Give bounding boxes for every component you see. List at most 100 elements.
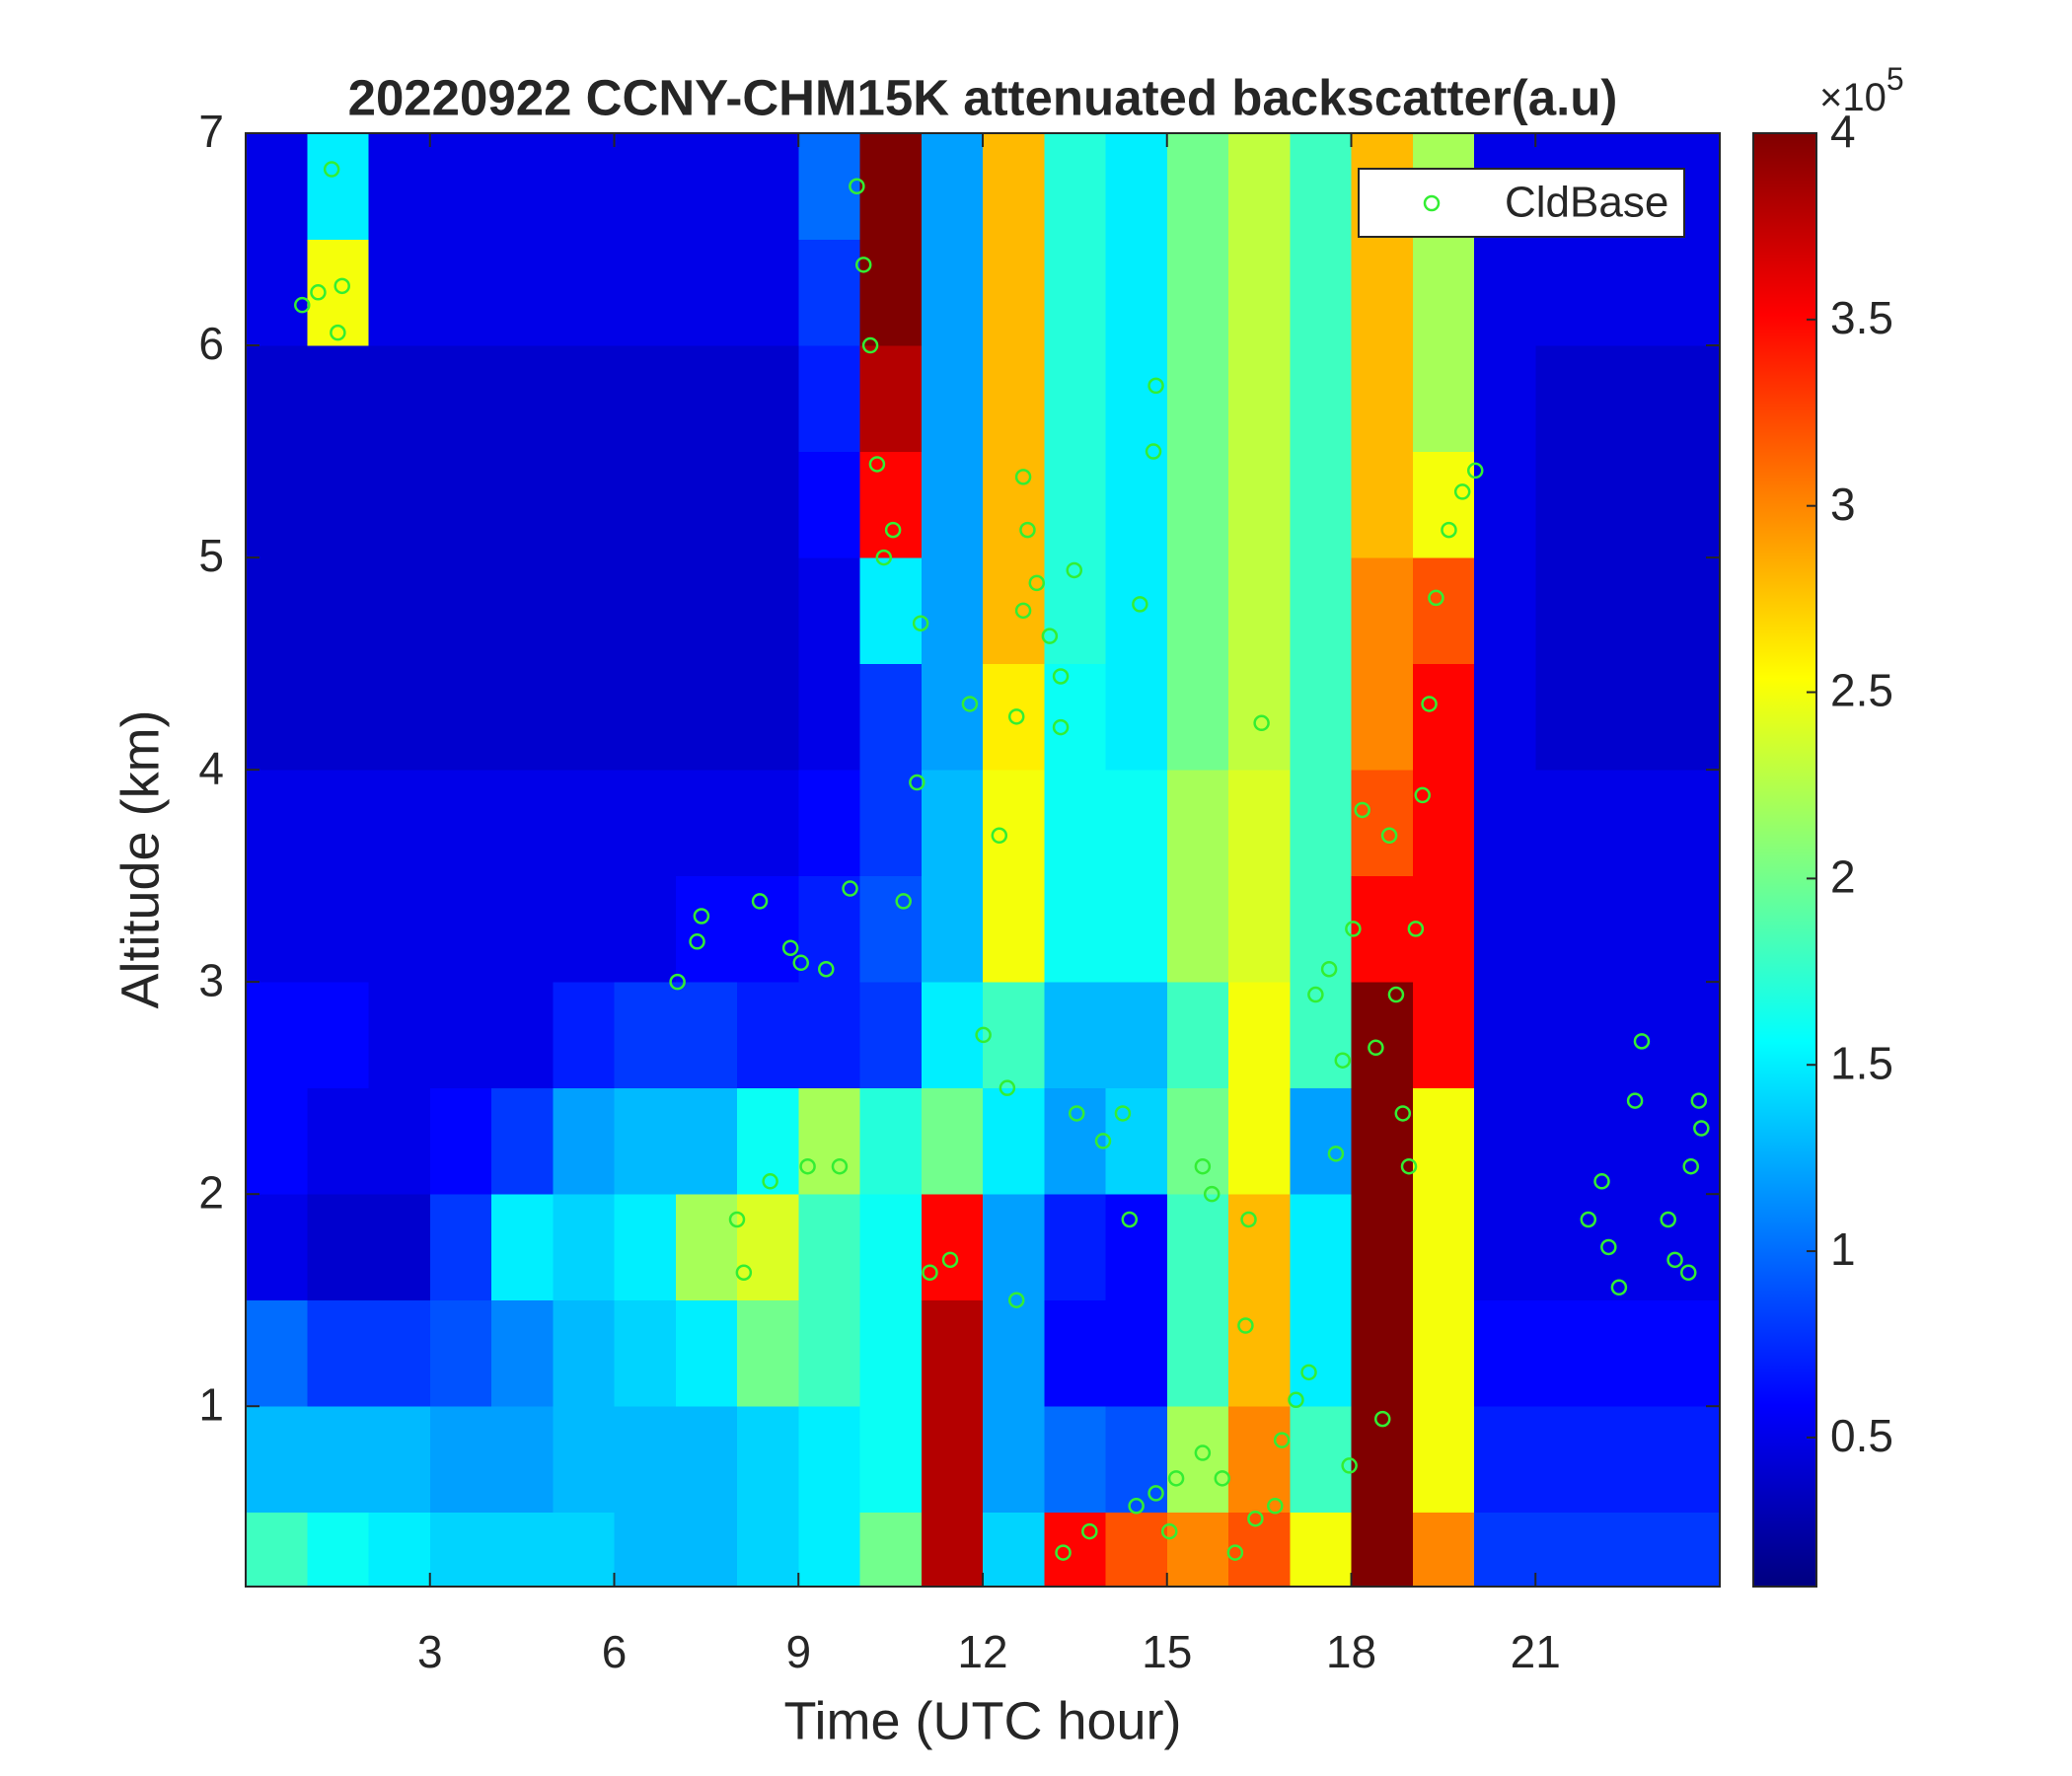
- heatmap-cell: [1044, 1406, 1106, 1514]
- heatmap-cell: [798, 239, 860, 346]
- heatmap-cell: [737, 663, 799, 771]
- heatmap-cell: [1596, 451, 1660, 558]
- heatmap-cell: [246, 770, 308, 877]
- x-axis-label: Time (UTC hour): [783, 1691, 1181, 1750]
- heatmap-cell: [614, 1299, 677, 1407]
- heatmap-cell: [368, 239, 431, 346]
- heatmap-cell: [983, 1406, 1045, 1514]
- y-tick-label: 7: [198, 106, 224, 157]
- heatmap-cell: [491, 133, 554, 241]
- heatmap-cell: [1412, 982, 1475, 1089]
- heatmap-cell: [737, 239, 799, 346]
- cloud-base-point: [909, 774, 925, 791]
- heatmap-cell: [983, 770, 1045, 877]
- y-tick-label: 2: [198, 1166, 224, 1218]
- heatmap-cell: [307, 982, 369, 1089]
- heatmap-cell: [798, 451, 860, 558]
- heatmap-cell: [921, 1512, 984, 1587]
- y-axis-label: Altitude (km): [111, 709, 170, 1008]
- cloud-base-point: [1307, 986, 1324, 1003]
- heatmap-cell: [614, 1406, 677, 1514]
- colorbar-multiplier: ×105: [1819, 61, 1904, 118]
- heatmap-cell: [1596, 1194, 1660, 1301]
- heatmap-cell: [1290, 1406, 1352, 1514]
- heatmap-cell: [921, 345, 984, 453]
- heatmap-cell: [1044, 1299, 1106, 1407]
- heatmap-cell: [675, 982, 738, 1089]
- heatmap-cell: [429, 1512, 492, 1587]
- cloud-base-point: [1373, 1410, 1391, 1428]
- heatmap-cell: [1658, 1406, 1720, 1514]
- heatmap-cell: [246, 239, 308, 346]
- heatmap-cell: [368, 875, 431, 983]
- heatmap-cell: [921, 1406, 984, 1514]
- heatmap-cell: [1412, 1512, 1475, 1587]
- heatmap-cell: [1596, 770, 1660, 877]
- heatmap-cell: [1474, 557, 1536, 665]
- heatmap-cell: [246, 875, 308, 983]
- heatmap-cell: [1290, 1512, 1352, 1587]
- heatmap-cell: [1535, 663, 1597, 771]
- y-tick-label: 3: [198, 954, 224, 1005]
- cloud-base-point: [1690, 1092, 1708, 1109]
- colorbar-multiplier-exponent: 5: [1887, 61, 1904, 97]
- cloud-base-point: [861, 336, 879, 354]
- heatmap-cell: [614, 770, 677, 877]
- heatmap-cell: [553, 557, 615, 665]
- heatmap-cell: [1412, 557, 1475, 665]
- cloud-base-point: [1160, 1522, 1178, 1540]
- heatmap-cell: [1596, 1406, 1660, 1514]
- cloud-base-point: [728, 1211, 746, 1228]
- heatmap-cell: [1228, 133, 1291, 241]
- heatmap-cell: [1535, 1406, 1597, 1514]
- heatmap-cell: [429, 345, 492, 453]
- heatmap-cell: [737, 133, 799, 241]
- cloud-base-point: [1441, 521, 1457, 539]
- heatmap-cell: [1166, 557, 1229, 665]
- heatmap-cell: [368, 1406, 431, 1514]
- cloud-base-point: [693, 908, 710, 925]
- cloud-base-point: [1660, 1211, 1676, 1228]
- heatmap-cell: [1474, 1299, 1536, 1407]
- heatmap-cell: [429, 1406, 492, 1514]
- heatmap-cell: [553, 451, 615, 558]
- heatmap-cell: [859, 239, 923, 346]
- heatmap-cell: [429, 663, 492, 771]
- heatmap-cell: [553, 770, 615, 877]
- heatmap-cell: [1044, 345, 1106, 453]
- heatmap-cell: [246, 1512, 308, 1587]
- heatmap-cell: [1044, 557, 1106, 665]
- heatmap-cell: [1290, 239, 1352, 346]
- heatmap-cell: [491, 239, 554, 346]
- heatmap-cell: [491, 982, 554, 1089]
- heatmap-cell: [614, 133, 677, 241]
- heatmap-cell: [491, 770, 554, 877]
- cloud-base-point: [999, 1079, 1016, 1096]
- heatmap-cell: [798, 1087, 860, 1195]
- heatmap-cell: [1166, 239, 1229, 346]
- heatmap-cell: [1351, 663, 1414, 771]
- heatmap-cell: [553, 133, 615, 241]
- heatmap-cell: [246, 345, 308, 453]
- heatmap-cell: [983, 663, 1045, 771]
- heatmap-cell: [1658, 557, 1720, 665]
- heatmap-cell: [429, 239, 492, 346]
- heatmap-cell: [553, 1194, 615, 1301]
- heatmap-cell: [983, 345, 1045, 453]
- heatmap-cell: [1474, 663, 1536, 771]
- heatmap-cell: [1105, 451, 1168, 558]
- heatmap-cell: [553, 1087, 615, 1195]
- cloud-base-point: [1145, 443, 1162, 460]
- heatmap-cell: [921, 770, 984, 877]
- colorbar-tick-label: 0.5: [1830, 1410, 1893, 1461]
- colorbar-tick-label: 4: [1830, 106, 1856, 157]
- cloud-base-point: [1068, 1105, 1085, 1122]
- colorbar-tick-label: 1.5: [1830, 1037, 1893, 1088]
- x-tick-label: 15: [1142, 1626, 1192, 1677]
- cloud-base-point: [1247, 1510, 1264, 1527]
- heatmap-cell: [1535, 982, 1597, 1089]
- heatmap-cell: [859, 770, 923, 877]
- heatmap-cell: [1105, 1299, 1168, 1407]
- heatmap-cell: [491, 451, 554, 558]
